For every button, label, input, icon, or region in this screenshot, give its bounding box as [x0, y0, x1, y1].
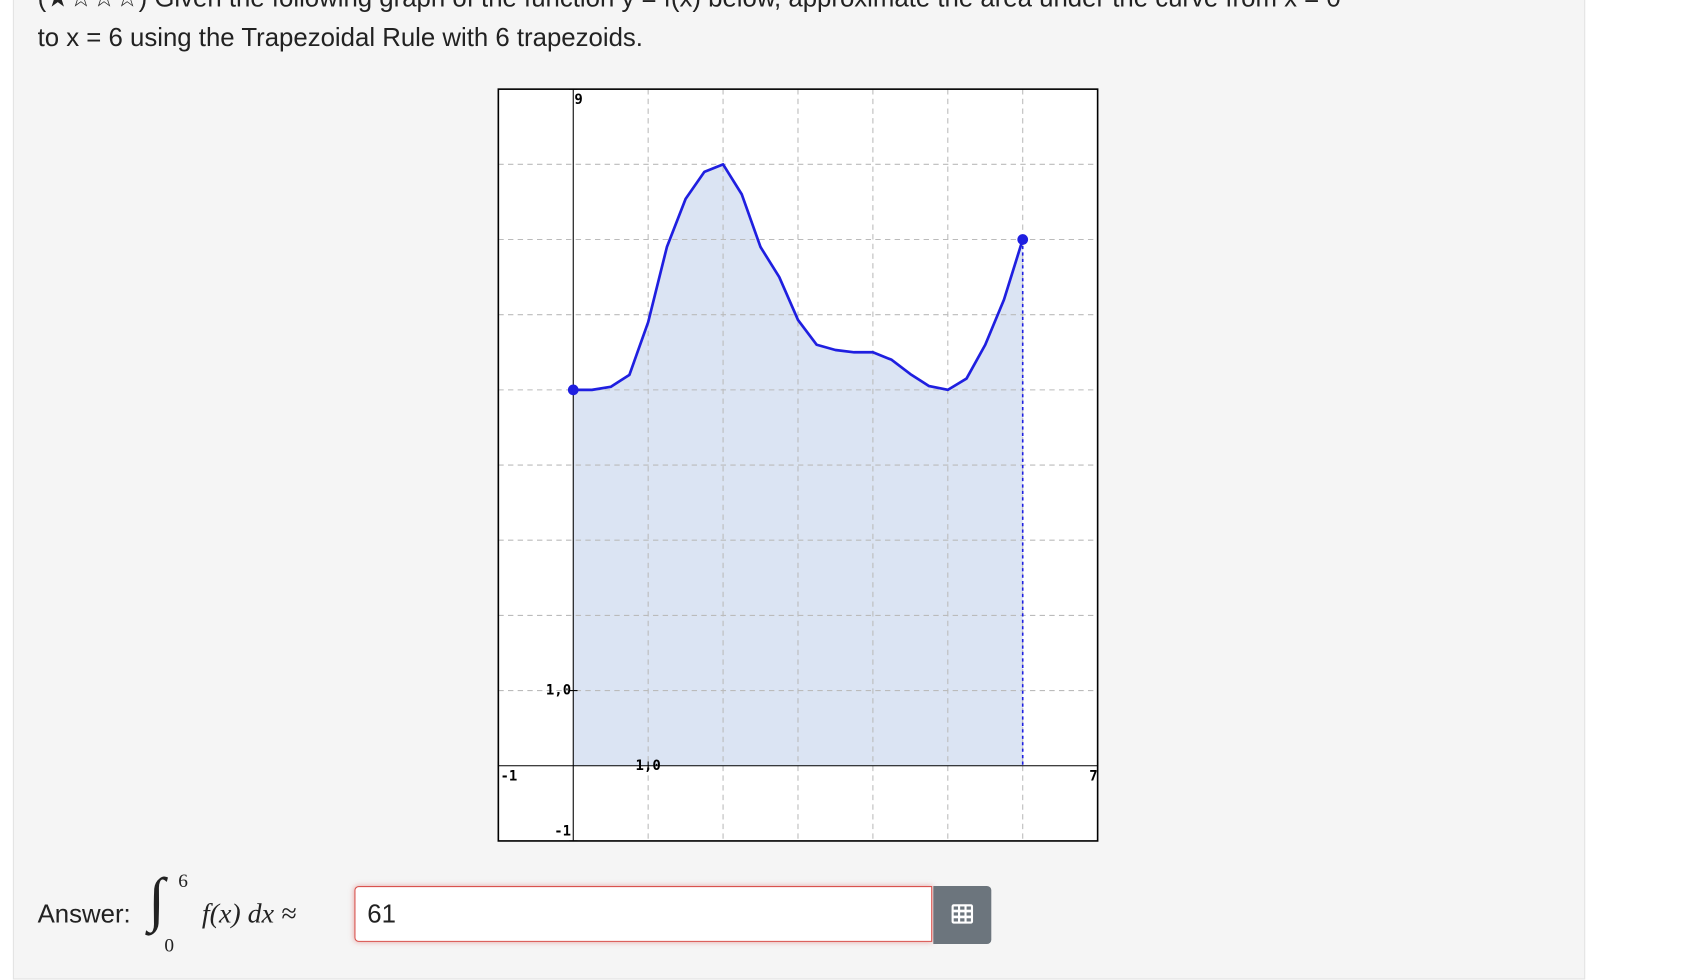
integral-upper: 6 — [178, 869, 188, 892]
integral-lower: 0 — [164, 934, 174, 956]
y-tick-label: 9 — [574, 92, 582, 108]
integrand: f(x) dx ≈ — [201, 897, 297, 930]
integral-sign: ∫ — [148, 866, 165, 934]
answer-label: Answer: — [37, 900, 131, 930]
page: (★☆☆☆) Given the following graph of the … — [12, 0, 1586, 980]
endpoint — [567, 384, 579, 396]
equation-editor-button[interactable] — [933, 886, 992, 945]
y-tick-label: -1 — [554, 823, 571, 839]
curve — [573, 162, 1024, 392]
plot-border — [497, 88, 1099, 842]
answer-input[interactable]: 61 — [354, 886, 933, 942]
endpoint — [1017, 234, 1029, 245]
x-tick-label: 7 — [1089, 769, 1097, 785]
x-tick-label: -1 — [500, 769, 517, 785]
problem-text: to x = 6 using the Trapezoidal Rule with… — [37, 23, 643, 53]
problem-text: (★☆☆☆) Given the following graph of the … — [38, 0, 1341, 14]
keypad-icon — [951, 904, 974, 924]
graph: -1 1,0 7 -1 1,0 9 — [497, 88, 1099, 842]
problem-view: (★☆☆☆) Given the following graph of the … — [12, 0, 1586, 980]
x-tick-label: 1,0 — [636, 758, 661, 774]
y-tick-label: 1,0 — [546, 683, 571, 699]
